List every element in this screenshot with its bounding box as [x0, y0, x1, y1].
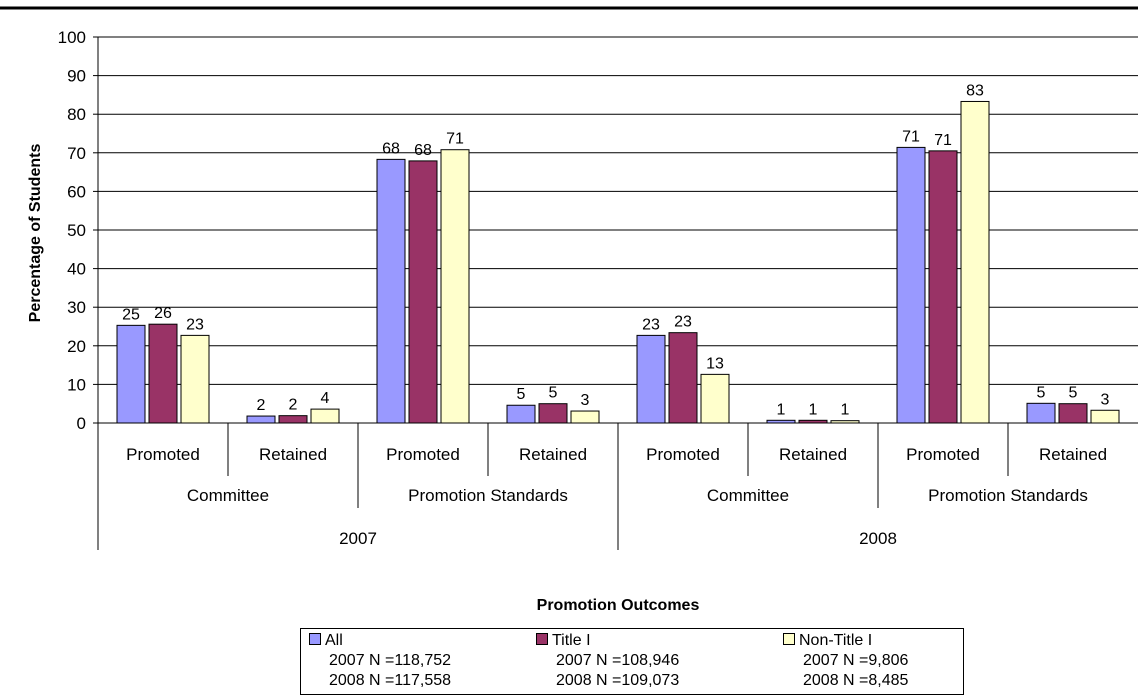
x-category-label: Retained: [519, 445, 587, 464]
bar-title-i: [928, 150, 958, 424]
y-tick-label: 40: [67, 260, 86, 279]
gridlines: [98, 36, 1138, 385]
legend-swatch-non-title-i: [783, 633, 795, 645]
bar-all: [896, 146, 926, 424]
data-label: 23: [674, 314, 692, 331]
y-tick-label: 80: [67, 105, 86, 124]
data-label: 1: [841, 402, 850, 419]
legend-n-2008-title-i: 2008 N =109,073: [556, 672, 680, 689]
bar-non-title-i: [310, 408, 340, 424]
bar-all: [246, 415, 276, 424]
data-label: 71: [446, 131, 464, 148]
data-label: 25: [122, 306, 140, 323]
data-label: 83: [966, 82, 984, 99]
bar-all: [636, 334, 666, 424]
legend-entry-title-i: Title I 2007 N =108,946 2008 N =109,073: [536, 631, 766, 691]
x-category-label: Promoted: [906, 445, 980, 464]
data-label: 4: [321, 390, 330, 407]
legend-n-2007-non-title-i: 2007 N =9,806: [803, 652, 909, 669]
bar-non-title-i: [180, 334, 210, 424]
y-tick-label: 0: [77, 414, 86, 433]
x-year-label: 2007: [339, 529, 377, 548]
y-tick-label: 100: [58, 28, 86, 47]
legend-label-title-i: Title I: [552, 632, 591, 649]
x-group-label: Promotion Standards: [928, 486, 1088, 505]
bar-all: [506, 404, 536, 424]
x-category-label: Promoted: [386, 445, 460, 464]
y-tick-label: 30: [67, 298, 86, 317]
x-year-label: 2008: [859, 529, 897, 548]
y-tick-label: 20: [67, 337, 86, 356]
bar-all: [376, 158, 406, 424]
x-group-label: Promotion Standards: [408, 486, 568, 505]
data-label: 3: [1101, 391, 1110, 408]
bar-non-title-i: [960, 100, 990, 424]
data-label: 71: [934, 132, 952, 149]
data-label: 1: [809, 401, 818, 418]
legend-n-2007-all: 2007 N =118,752: [329, 652, 452, 669]
bar-non-title-i: [570, 410, 600, 424]
legend-label-non-title-i: Non-Title I: [799, 632, 873, 649]
bars: 25 2 68 5 23 1 71 5 26 2 68 5 23 1 71 5 23 4 71 3 13 1 83 3: [116, 82, 1120, 424]
bar-title-i: [148, 323, 178, 424]
bar-non-title-i: [1090, 409, 1120, 424]
data-label: 26: [154, 305, 172, 322]
bar-non-title-i: [700, 373, 730, 424]
legend: All 2007 N =118,752 2008 N =117,558 Titl…: [300, 628, 964, 695]
bar-all: [116, 324, 146, 424]
legend-n-2008-all: 2008 N =117,558: [329, 672, 452, 689]
data-label: 23: [642, 316, 660, 333]
data-label: 5: [1037, 384, 1046, 401]
legend-swatch-title-i: [536, 633, 548, 645]
bar-title-i: [1058, 403, 1088, 424]
x-category-label: Retained: [779, 445, 847, 464]
legend-swatch-all: [309, 633, 321, 645]
x-axis-title: Promotion Outcomes: [537, 597, 700, 614]
data-label: 1: [777, 401, 786, 418]
legend-entry-non-title-i: Non-Title I 2007 N =9,806 2008 N =8,485: [783, 631, 1013, 691]
bar-title-i: [668, 332, 698, 424]
data-label: 5: [1069, 385, 1078, 402]
y-tick-label: 10: [67, 375, 86, 394]
data-label: 68: [414, 142, 432, 159]
data-label: 68: [382, 140, 400, 157]
bar-title-i: [408, 160, 438, 424]
x-category-label: Promoted: [126, 445, 200, 464]
bar-non-title-i: [440, 149, 470, 424]
bar-title-i: [538, 403, 568, 424]
axes: 0 10 20 30 40 50 60 70 80 90 100 Promoted Retained Pr…: [58, 28, 1138, 550]
data-label: 5: [517, 386, 526, 403]
data-label: 2: [257, 397, 266, 414]
bar-title-i: [278, 415, 308, 424]
legend-n-2008-non-title-i: 2008 N =8,485: [803, 672, 909, 689]
y-tick-label: 90: [67, 67, 86, 86]
y-tick-label: 60: [67, 182, 86, 201]
y-axis-title: Percentage of Students: [27, 144, 44, 323]
data-label: 13: [706, 355, 724, 372]
y-tick-label: 70: [67, 144, 86, 163]
data-label: 23: [186, 316, 204, 333]
y-tick-label: 50: [67, 221, 86, 240]
bar-all: [1026, 402, 1056, 424]
legend-entry-all: All 2007 N =118,752 2008 N =117,558: [309, 631, 539, 691]
x-category-label: Retained: [1039, 445, 1107, 464]
data-label: 2: [289, 397, 298, 414]
x-category-label: Retained: [259, 445, 327, 464]
data-label: 3: [581, 392, 590, 409]
x-category-label: Promoted: [646, 445, 720, 464]
x-group-label: Committee: [187, 486, 269, 505]
legend-label-all: All: [325, 632, 343, 649]
x-group-label: Committee: [707, 486, 789, 505]
data-label: 5: [549, 385, 558, 402]
data-label: 71: [902, 128, 920, 145]
legend-n-2007-title-i: 2007 N =108,946: [556, 652, 680, 669]
